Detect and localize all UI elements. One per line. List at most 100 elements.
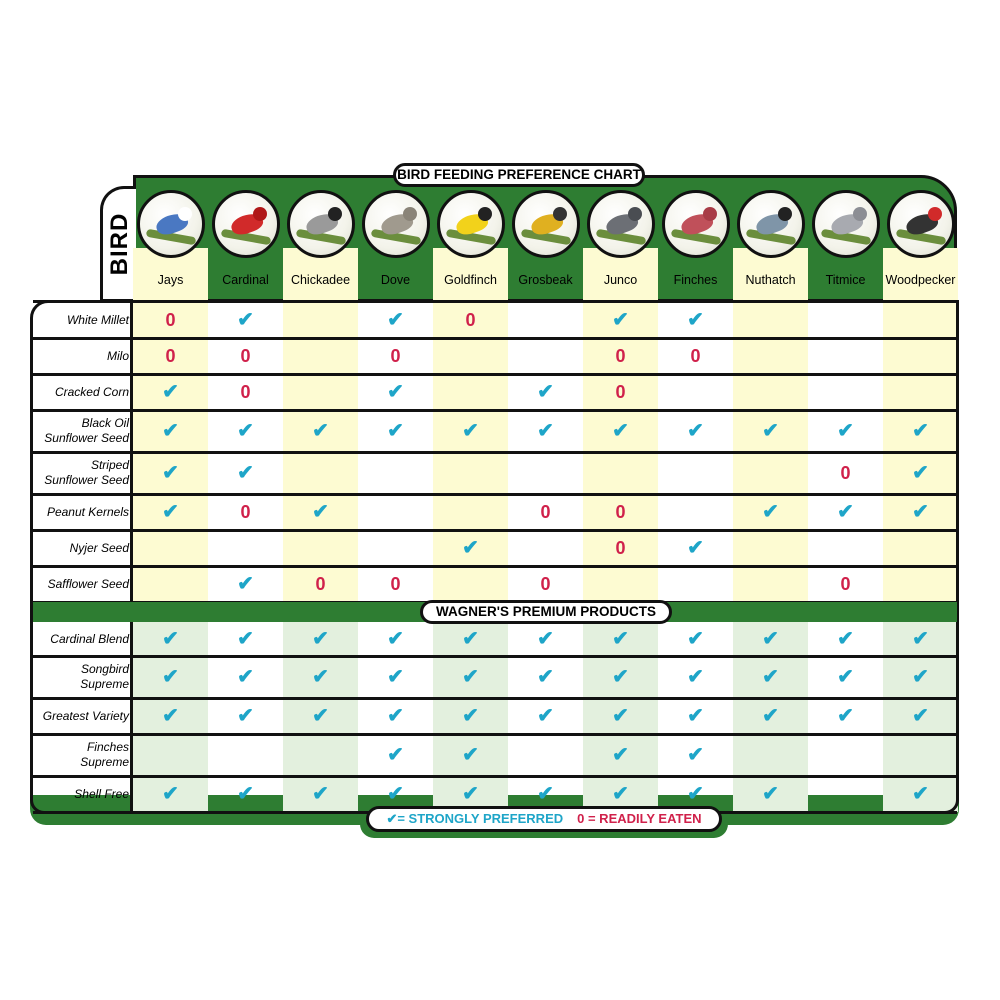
row-label-line: Peanut Kernels — [46, 504, 129, 519]
check-mark: ✔ — [462, 420, 479, 442]
zero-mark: 0 — [840, 463, 851, 483]
check-mark: ✔ — [237, 420, 254, 442]
check-mark: ✔ — [612, 420, 629, 442]
column-highlight — [433, 622, 508, 812]
check-mark: ✔ — [762, 666, 779, 688]
check-mark: ✔ — [312, 783, 329, 805]
row-divider — [33, 697, 957, 700]
bird-finches-image — [662, 190, 730, 258]
bird-head-shape — [853, 207, 867, 221]
chart-title: BIRD FEEDING PREFERENCE CHART — [393, 163, 645, 187]
check-mark: ✔ — [462, 537, 479, 559]
check-mark: ✔ — [312, 628, 329, 650]
bird-nuthatch-image — [737, 190, 805, 258]
row-label: Finches Supreme — [33, 734, 129, 776]
row-label: Greatest Variety — [33, 698, 129, 734]
check-mark: ✔ — [162, 783, 179, 805]
row-divider — [33, 565, 957, 568]
bird-head-shape — [178, 207, 192, 221]
bird-name-label: Goldfinch — [444, 273, 497, 287]
check-mark: ✔ — [687, 783, 704, 805]
column-highlight — [733, 622, 808, 812]
zero-mark: 0 — [390, 346, 401, 366]
check-mark: ✔ — [912, 783, 929, 805]
check-mark: ✔ — [537, 666, 554, 688]
label-column-divider — [130, 622, 133, 812]
row-divider — [33, 409, 957, 412]
bird-name-label: Cardinal — [222, 273, 269, 287]
bird-name-label: Finches — [673, 273, 718, 287]
row-label: Songbird Supreme — [33, 656, 129, 698]
check-mark: ✔ — [612, 744, 629, 766]
row-label: Shell Free — [33, 776, 129, 812]
column-highlight — [283, 622, 358, 812]
check-mark: ✔ — [912, 666, 929, 688]
bird-woodpecker-image — [887, 190, 955, 258]
row-label-line: Safflower Seed — [47, 576, 129, 591]
row-label-line: Finches — [86, 740, 129, 754]
row-label: Striped Sunflower Seed — [33, 452, 129, 494]
row-label-line: Cracked Corn — [54, 384, 129, 399]
check-mark: ✔ — [912, 420, 929, 442]
zero-mark: 0 — [465, 310, 476, 330]
bird-name-label: Titmice — [825, 273, 866, 287]
bird-name-label: Jays — [157, 273, 184, 287]
bird-chickadee-image — [287, 190, 355, 258]
check-mark: ✔ — [762, 783, 779, 805]
check-mark: ✔ — [912, 501, 929, 523]
check-mark: ✔ — [762, 705, 779, 727]
row-label: Safflower Seed — [33, 566, 129, 602]
zero-mark: 0 — [315, 574, 326, 594]
check-mark: ✔ — [162, 628, 179, 650]
check-mark: ✔ — [537, 783, 554, 805]
bird-jays-image — [137, 190, 205, 258]
bird-name-label: Woodpecker — [885, 273, 956, 287]
check-mark: ✔ — [462, 744, 479, 766]
check-mark: ✔ — [387, 420, 404, 442]
check-mark: ✔ — [687, 309, 704, 331]
zero-mark: 0 — [540, 574, 551, 594]
check-mark: ✔ — [162, 462, 179, 484]
check-mark: ✔ — [237, 462, 254, 484]
check-mark: ✔ — [612, 666, 629, 688]
check-mark: ✔ — [162, 381, 179, 403]
check-mark: ✔ — [462, 783, 479, 805]
check-mark: ✔ — [612, 628, 629, 650]
check-mark: ✔ — [912, 628, 929, 650]
column-highlight — [433, 248, 508, 602]
check-mark: ✔ — [612, 705, 629, 727]
row-label: Black Oil Sunflower Seed — [33, 410, 129, 452]
row-label-line: Supreme — [80, 677, 129, 691]
check-mark: ✔ — [312, 705, 329, 727]
row-label-text: Shell Free — [74, 787, 129, 802]
row-divider — [33, 300, 957, 303]
check-mark: ✔ — [387, 744, 404, 766]
bird-head-shape — [253, 207, 267, 221]
column-highlight — [133, 622, 208, 812]
row-label: Cracked Corn — [33, 374, 129, 410]
check-mark: ✔ — [312, 666, 329, 688]
check-mark: ✔ — [237, 705, 254, 727]
zero-mark: 0 — [240, 346, 251, 366]
bird-name-label: Dove — [380, 273, 411, 287]
bird-grosbeak-image — [512, 190, 580, 258]
zero-mark: 0 — [840, 574, 851, 594]
legend-eaten: 0 = READILY EATEN — [577, 811, 702, 826]
zero-mark: 0 — [390, 574, 401, 594]
check-mark: ✔ — [387, 381, 404, 403]
row-label-line: Shell Free — [74, 786, 129, 801]
zero-mark: 0 — [615, 502, 626, 522]
row-label-line: Striped — [90, 458, 129, 472]
column-highlight — [733, 248, 808, 602]
zero-mark: 0 — [165, 346, 176, 366]
row-label-text: Cracked Corn — [55, 385, 129, 400]
check-mark: ✔ — [687, 537, 704, 559]
row-label-line: Greatest Variety — [42, 708, 129, 723]
column-highlight — [583, 248, 658, 602]
check-mark: ✔ — [312, 501, 329, 523]
check-mark: ✔ — [387, 783, 404, 805]
row-divider — [33, 775, 957, 778]
zero-mark: 0 — [165, 310, 176, 330]
row-label: Milo — [33, 338, 129, 374]
check-mark: ✔ — [162, 705, 179, 727]
